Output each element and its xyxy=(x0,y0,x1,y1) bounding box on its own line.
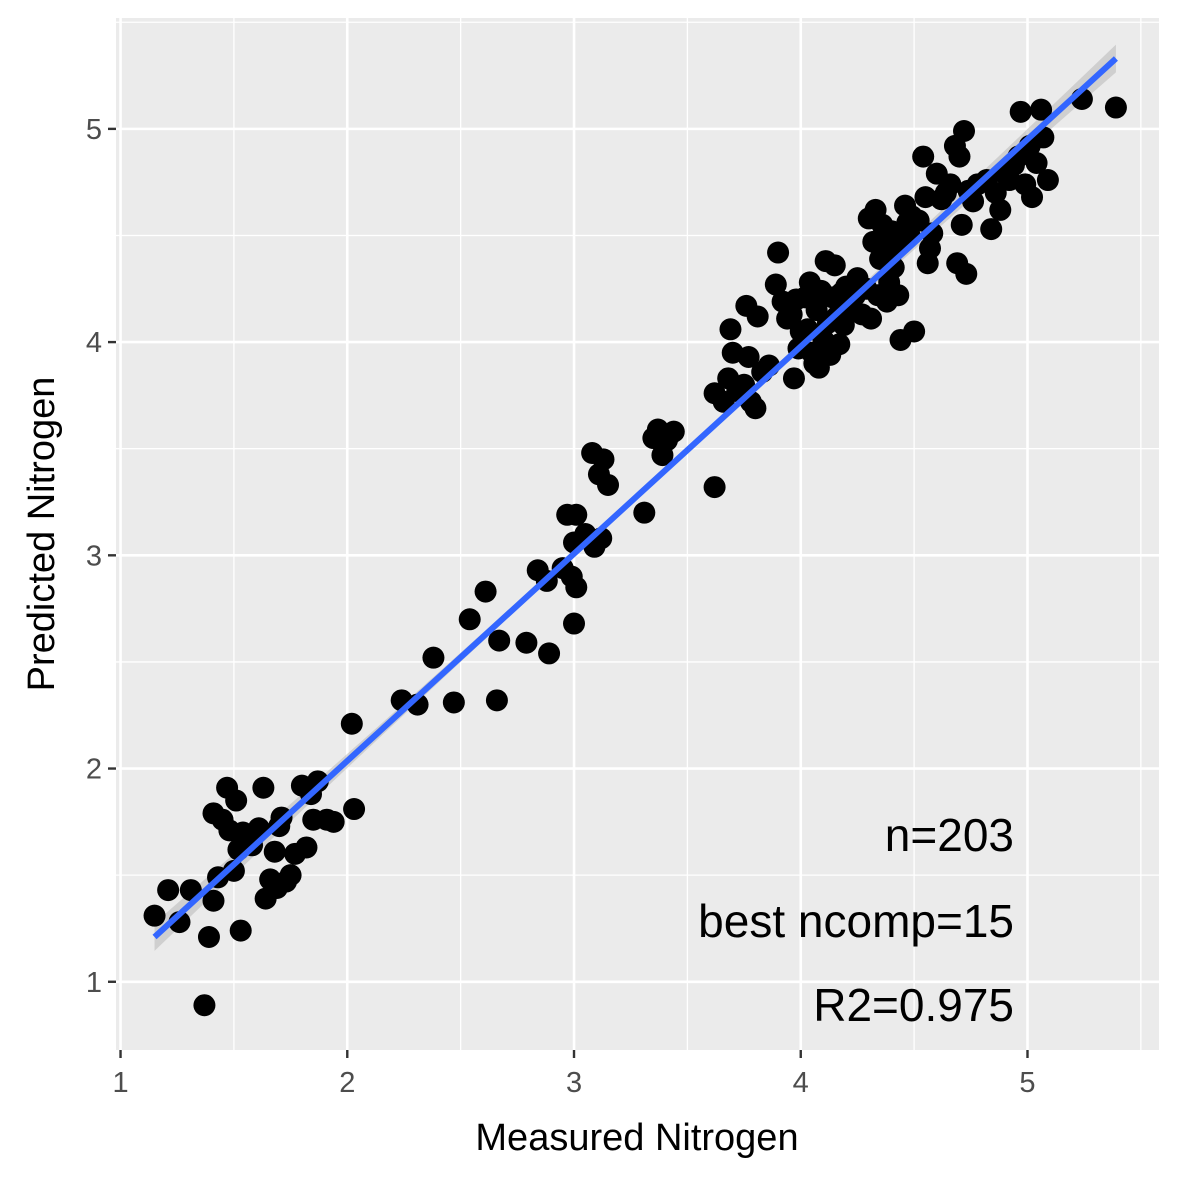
data-point xyxy=(939,173,962,196)
major-gridlines xyxy=(116,18,1159,1050)
data-point xyxy=(955,262,978,285)
y-tick-label: 2 xyxy=(86,754,102,786)
x-tick-label: 2 xyxy=(339,1067,355,1099)
annotation-r2: R2=0.975 xyxy=(813,979,1014,1031)
data-point xyxy=(343,798,366,821)
data-point xyxy=(887,284,910,307)
data-point xyxy=(197,925,220,948)
data-point xyxy=(744,397,767,420)
data-point xyxy=(222,859,245,882)
data-point xyxy=(1021,186,1044,209)
data-point xyxy=(903,320,926,343)
data-point xyxy=(912,145,935,168)
data-point xyxy=(563,612,586,635)
data-point xyxy=(989,198,1012,221)
annotation-ncomp: best ncomp=15 xyxy=(698,895,1014,947)
y-tick-label: 1 xyxy=(86,967,102,999)
data-point xyxy=(860,307,883,330)
data-point xyxy=(263,840,286,863)
data-point xyxy=(980,218,1003,241)
data-point xyxy=(1009,100,1032,123)
data-point xyxy=(340,712,363,735)
minor-gridlines xyxy=(116,18,1159,1050)
x-tick-label: 1 xyxy=(112,1067,128,1099)
data-point xyxy=(515,631,538,654)
data-point xyxy=(597,473,620,496)
data-point xyxy=(1030,98,1053,121)
x-tick-label: 5 xyxy=(1019,1067,1035,1099)
data-point xyxy=(157,879,180,902)
data-point xyxy=(442,691,465,714)
y-tick-label: 5 xyxy=(86,114,102,146)
data-point xyxy=(488,629,511,652)
y-axis-label: Predicted Nitrogen xyxy=(21,377,63,692)
data-point xyxy=(1036,169,1059,192)
data-point xyxy=(948,145,971,168)
data-point xyxy=(719,318,742,341)
annotation-n: n=203 xyxy=(885,809,1014,861)
data-point xyxy=(767,241,790,264)
data-point xyxy=(225,789,248,812)
data-point xyxy=(474,580,497,603)
data-point xyxy=(1025,151,1048,174)
data-point xyxy=(953,120,976,143)
data-point xyxy=(229,919,252,942)
x-axis: 1 2 3 4 5 xyxy=(112,1050,1036,1099)
data-point xyxy=(737,346,760,369)
y-tick-label: 4 xyxy=(86,327,102,359)
x-tick-label: 3 xyxy=(566,1067,582,1099)
data-point xyxy=(764,273,787,296)
data-point xyxy=(279,864,302,887)
data-point xyxy=(633,501,656,524)
data-point xyxy=(193,994,216,1017)
data-point xyxy=(422,646,445,669)
data-point xyxy=(295,836,318,859)
data-point xyxy=(143,904,166,927)
data-point xyxy=(485,689,508,712)
data-point xyxy=(823,254,846,277)
data-point xyxy=(662,420,685,443)
data-point xyxy=(592,448,615,471)
data-point xyxy=(458,608,481,631)
x-tick-label: 4 xyxy=(793,1067,809,1099)
data-point xyxy=(538,642,561,665)
regression-line xyxy=(152,56,1118,940)
data-point xyxy=(746,305,769,328)
y-axis: 1 2 3 4 5 xyxy=(86,114,116,999)
data-point xyxy=(703,476,726,499)
data-point xyxy=(950,213,973,236)
data-point xyxy=(782,367,805,390)
data-point xyxy=(1104,96,1127,119)
data-point xyxy=(565,503,588,526)
y-tick-label: 3 xyxy=(86,540,102,572)
data-point xyxy=(828,333,851,356)
data-point xyxy=(565,576,588,599)
data-point xyxy=(252,776,275,799)
data-point xyxy=(882,256,905,279)
data-point xyxy=(322,810,345,833)
x-axis-label: Measured Nitrogen xyxy=(475,1117,798,1159)
data-point xyxy=(202,889,225,912)
